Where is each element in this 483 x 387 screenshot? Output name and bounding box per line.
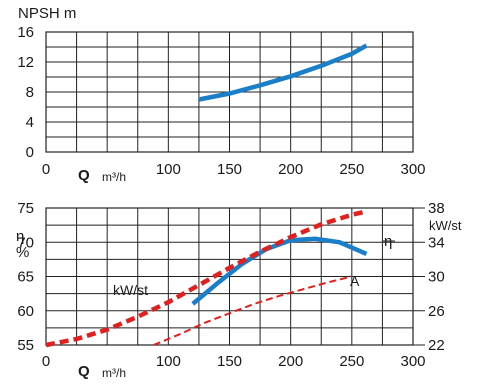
top-y-tick-label: 8 <box>26 84 34 101</box>
bottom-left-y-tick-label: 75 <box>17 200 34 217</box>
top-y-tick-label: 12 <box>17 54 34 71</box>
top-plot-frame <box>45 31 414 153</box>
bottom-left-y-tick-label: 55 <box>17 337 34 354</box>
npsh-axis-title: NPSH m <box>18 5 76 22</box>
kw-right-axis-title: kW/st <box>429 218 462 233</box>
bottom-right-y-tick-label: 34 <box>428 234 445 251</box>
a-curve-label: A <box>350 273 360 289</box>
bottom-left-y-tick-label: 70 <box>17 234 34 251</box>
bottom-left-y-tick-label: 60 <box>17 303 34 320</box>
bottom-x-axis-symbol: Q <box>78 363 90 380</box>
top-x-tick-label: 250 <box>339 161 364 178</box>
bottom-x-tick-label: 0 <box>42 353 50 370</box>
top-x-axis-symbol: Q <box>78 167 90 184</box>
bottom-right-y-tick-label: 30 <box>428 269 445 286</box>
a-curve <box>153 275 353 346</box>
bottom-x-tick-label: 150 <box>217 353 242 370</box>
top-y-tick-label: 4 <box>26 114 34 131</box>
top-x-tick-label: 0 <box>42 161 50 178</box>
top-x-tick-label: 150 <box>217 161 242 178</box>
bottom-x-tick-label: 250 <box>339 353 364 370</box>
bottom-x-tick-label: 200 <box>278 353 303 370</box>
top-x-tick-label: 200 <box>278 161 303 178</box>
top-x-tick-label: 300 <box>400 161 425 178</box>
percent-axis-title: % <box>16 244 29 261</box>
npsh-curve <box>198 43 368 102</box>
power-kw-curve <box>45 209 368 348</box>
top-x-tick-label: 100 <box>156 161 181 178</box>
bottom-left-y-tick-label: 65 <box>17 269 34 286</box>
bottom-right-y-tick-label: 22 <box>428 337 445 354</box>
kw-curve-label: kW/st <box>113 282 148 298</box>
bottom-right-y-tick-label: 26 <box>428 303 445 320</box>
top-y-tick-label: 16 <box>17 24 34 41</box>
bottom-x-tick-label: 100 <box>156 353 181 370</box>
top-x-axis-unit: m³/h <box>102 170 126 184</box>
top-y-tick-label: 0 <box>26 144 34 161</box>
bottom-x-tick-label: 300 <box>400 353 425 370</box>
bottom-right-y-tick-label: 38 <box>428 200 445 217</box>
eta-axis-title: η <box>16 228 24 245</box>
chart-dynamic-layer: 0 100 150 200 250 300 0 4 8 12 16 0 100 150 200 250 300 5… <box>17 24 444 370</box>
bottom-x-axis-unit: m³/h <box>102 366 126 380</box>
